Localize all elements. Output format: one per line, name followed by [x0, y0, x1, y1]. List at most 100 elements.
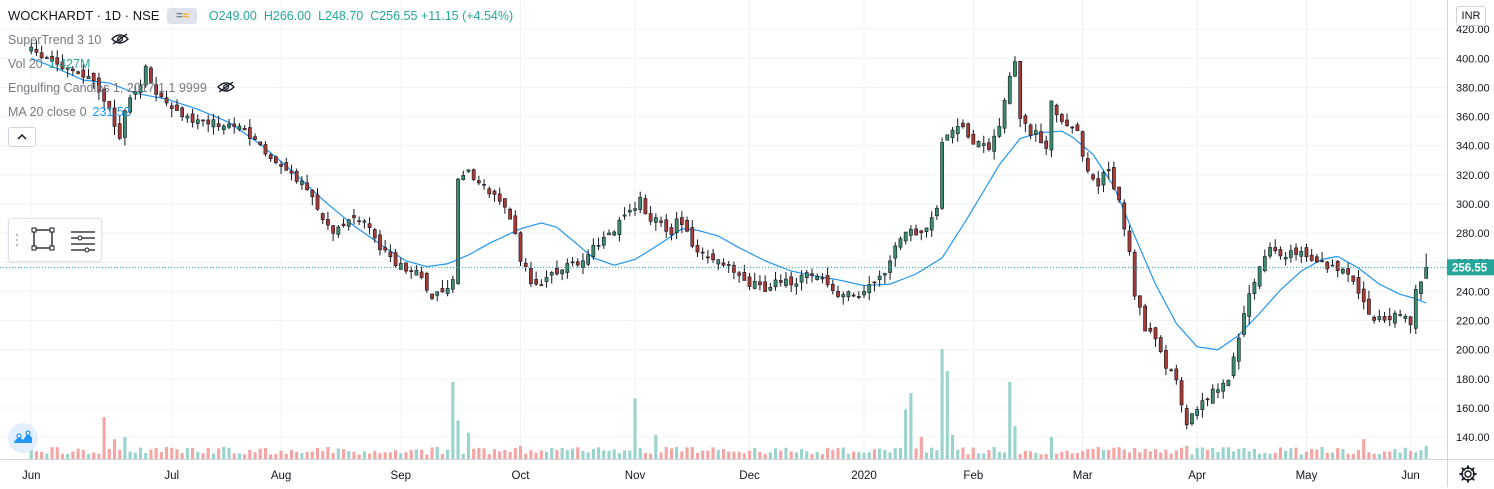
candle: [508, 207, 512, 220]
candle: [450, 275, 455, 294]
candle: [518, 231, 523, 267]
volume-bar: [367, 453, 372, 459]
lines-tool-icon[interactable]: [71, 231, 95, 253]
candle: [992, 129, 997, 160]
candle: [1320, 251, 1324, 263]
volume-bar: [836, 448, 840, 459]
x-tick-label: Apr: [1188, 470, 1206, 482]
x-tick-label: Sep: [391, 470, 411, 482]
ma-legend[interactable]: MA 20 close 0 231.52: [8, 105, 131, 119]
candle: [1049, 100, 1054, 158]
candle: [1382, 311, 1387, 323]
candle: [575, 258, 580, 268]
eye-hidden-icon[interactable]: [216, 81, 235, 96]
supertrend-legend[interactable]: SuperTrend 3 10: [8, 33, 130, 48]
volume-bar: [1122, 449, 1126, 459]
candle: [1247, 285, 1252, 325]
volume-bar: [935, 450, 939, 459]
candle: [653, 213, 658, 231]
candle: [747, 272, 752, 291]
volume-bar: [659, 452, 663, 459]
volume-bar: [992, 447, 996, 459]
volume-bar: [1127, 452, 1132, 459]
ma-label: MA 20 close 0: [8, 105, 87, 119]
volume-bar: [1382, 451, 1387, 459]
collapse-legend-button[interactable]: [8, 127, 36, 147]
engulfing-legend[interactable]: Engulfing Candles 1, 2017 1 1 9999: [8, 81, 235, 96]
candle: [539, 279, 544, 287]
candle: [882, 272, 887, 284]
volume-bar: [451, 382, 455, 459]
candle: [997, 117, 1002, 138]
volume-bar: [102, 417, 106, 459]
volume-bar: [305, 451, 309, 459]
volume-bar: [347, 451, 351, 459]
x-tick-label: Mar: [1073, 470, 1093, 482]
candle: [221, 124, 226, 135]
volume-bar: [409, 450, 413, 459]
candle: [1033, 123, 1038, 142]
volume-bar: [487, 454, 491, 459]
candle: [627, 203, 632, 217]
volume-legend[interactable]: Vol 20 1.427M: [8, 57, 90, 71]
candle: [55, 50, 60, 72]
candle: [1242, 305, 1246, 337]
rectangle-tool-icon[interactable]: [31, 227, 55, 251]
candle: [190, 108, 195, 128]
price-tag-label: 256.55: [1452, 262, 1488, 274]
candle: [404, 262, 408, 275]
volume-bar: [1330, 452, 1335, 459]
volume-bar: [602, 450, 606, 459]
drawing-toolbox[interactable]: [8, 218, 102, 262]
symbol-title[interactable]: WOCKHARDT · 1D · NSE: [8, 8, 160, 23]
price-axis[interactable]: 140.00160.00180.00200.00220.00240.00260.…: [1447, 0, 1490, 487]
y-tick-label: 280.00: [1456, 228, 1490, 240]
time-axis[interactable]: Jun Jul Aug Sep Oct Nov Dec 2020 Feb Mar Apr May Jun: [0, 459, 1494, 483]
candle: [1106, 161, 1111, 180]
candle: [1059, 112, 1064, 125]
volume-bar: [253, 452, 257, 459]
volume-bar: [732, 451, 736, 459]
candle: [1262, 249, 1267, 273]
volume-bar: [237, 453, 241, 459]
candle: [1309, 248, 1314, 262]
candle: [81, 64, 86, 84]
candle: [435, 291, 440, 302]
volume-bar: [399, 453, 403, 459]
candle: [523, 258, 528, 272]
candle: [232, 117, 237, 134]
tradingview-logo-icon[interactable]: [8, 423, 38, 453]
drag-handle-icon[interactable]: [15, 233, 19, 247]
y-tick-label: 360.00: [1456, 112, 1490, 124]
ohlc-values: O249.00 H266.00 L248.70 C256.55 +11.15 (…: [209, 9, 513, 23]
volume-bar: [170, 447, 174, 459]
candle: [1216, 383, 1220, 398]
x-tick-label: Jun: [1401, 470, 1420, 482]
candle: [1190, 413, 1194, 426]
candle: [294, 168, 299, 184]
gear-icon[interactable]: [1458, 464, 1478, 489]
candle: [102, 88, 106, 110]
currency-button[interactable]: INR: [1456, 6, 1486, 26]
volume-bar: [97, 453, 101, 459]
volume-bar: [607, 450, 611, 459]
candle: [1138, 295, 1142, 316]
candle: [1398, 309, 1403, 317]
volume-bar: [997, 451, 1001, 459]
candle: [1221, 379, 1226, 399]
candle: [1325, 261, 1330, 273]
candle: [778, 274, 783, 287]
candle: [274, 155, 278, 165]
badge-left: =: [176, 9, 183, 22]
eye-hidden-icon[interactable]: [111, 33, 130, 48]
chart-style-badge[interactable]: =≈: [167, 7, 198, 24]
candle: [362, 218, 367, 229]
candle: [607, 229, 611, 236]
volume-bar: [1409, 451, 1413, 459]
candle: [128, 94, 132, 115]
volume-bar: [898, 447, 903, 459]
candle: [419, 266, 424, 280]
volume-bar: [1237, 448, 1241, 459]
volume-bar: [565, 450, 569, 459]
